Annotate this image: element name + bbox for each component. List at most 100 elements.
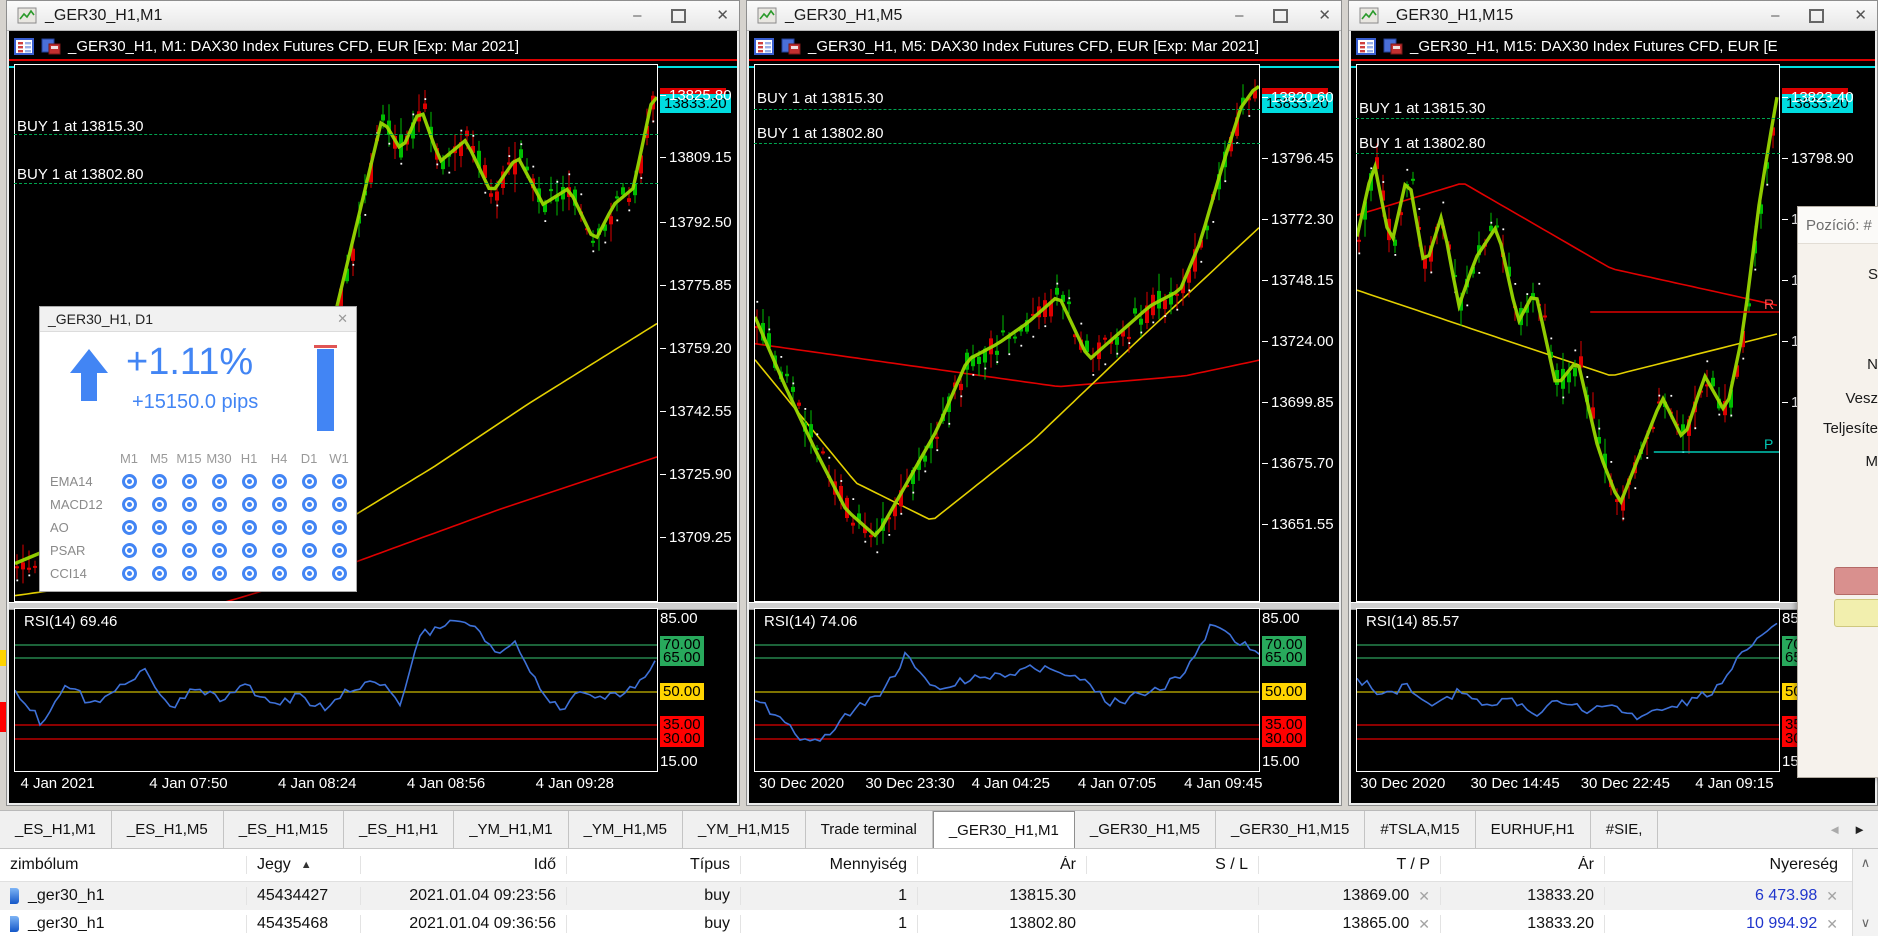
chart-tab[interactable]: _ES_H1,M5 (112, 811, 224, 848)
indicator-list-icon[interactable] (754, 38, 774, 55)
window-titlebar[interactable]: _GER30_H1,M5 – ✕ (747, 1, 1341, 31)
indicator-signal-radio[interactable] (121, 520, 137, 535)
time-axis-label: 4 Jan 09:28 (535, 775, 615, 792)
indicator-signal-radio[interactable] (241, 474, 257, 489)
column-header-stoploss[interactable]: S / L (1086, 856, 1258, 874)
indicator-signal-radio[interactable] (121, 474, 137, 489)
expert-advisor-icon[interactable] (41, 38, 61, 55)
chart-tab[interactable]: EURHUF,H1 (1476, 811, 1591, 848)
indicator-signal-radio[interactable] (301, 474, 317, 489)
column-header-symbol[interactable]: zimbólum (10, 856, 79, 873)
column-header-price[interactable]: Ár (917, 856, 1086, 874)
indicator-signal-radio[interactable] (241, 543, 257, 558)
indicator-list-icon[interactable] (14, 38, 34, 55)
indicator-signal-radio[interactable] (121, 497, 137, 512)
pivot-mark-label: P (1764, 436, 1774, 452)
indicator-signal-radio[interactable] (271, 520, 287, 535)
chart-tab[interactable]: _GER30_H1,M15 (1216, 811, 1366, 848)
position-red-button[interactable] (1834, 567, 1878, 595)
indicator-signal-radio[interactable] (181, 566, 197, 581)
chart-tab[interactable]: #TSLA,M15 (1365, 811, 1476, 848)
indicator-signal-radio[interactable] (181, 497, 197, 512)
chart-tab[interactable]: #SIE, (1591, 811, 1659, 848)
indicator-signal-radio[interactable] (181, 543, 197, 558)
indicator-signal-radio[interactable] (211, 474, 227, 489)
indicator-signal-radio[interactable] (121, 566, 137, 581)
column-header-type[interactable]: Típus (566, 856, 740, 874)
indicator-signal-radio[interactable] (301, 520, 317, 535)
indicator-signal-radio[interactable] (301, 566, 317, 581)
column-header-ticket[interactable]: Jegy ▲ (246, 856, 360, 874)
maximize-button[interactable] (671, 8, 687, 23)
indicator-signal-radio[interactable] (151, 520, 167, 535)
chart-tab[interactable]: _YM_H1,M5 (569, 811, 683, 848)
indicator-signal-radio[interactable] (151, 474, 167, 489)
indicator-signal-radio[interactable] (211, 520, 227, 535)
indicator-signal-radio[interactable] (241, 566, 257, 581)
indicator-signal-radio[interactable] (271, 566, 287, 581)
chart-tab[interactable]: _ES_H1,M1 (0, 811, 112, 848)
indicator-signal-radio[interactable] (271, 543, 287, 558)
chart-tab[interactable]: _GER30_H1,M5 (1075, 811, 1216, 848)
indicator-signal-radio[interactable] (181, 474, 197, 489)
scroll-down-icon[interactable]: ∨ (1860, 915, 1871, 930)
indicator-signal-radio[interactable] (211, 497, 227, 512)
indicator-signal-radio[interactable] (151, 543, 167, 558)
scroll-up-icon[interactable]: ∧ (1860, 855, 1871, 870)
tab-scroll-right-icon[interactable]: ► (1853, 822, 1866, 837)
indicator-signal-radio[interactable] (301, 497, 317, 512)
expert-advisor-icon[interactable] (1383, 38, 1403, 55)
column-header-quantity[interactable]: Mennyiség (740, 856, 917, 874)
chart-tab[interactable]: _YM_H1,M1 (454, 811, 569, 848)
trade-row[interactable]: _ger30_h1 45434427 2021.01.04 09:23:56 buy 1… (0, 882, 1878, 910)
indicator-signal-radio[interactable] (151, 566, 167, 581)
indicator-signal-radio[interactable] (271, 497, 287, 512)
minimize-button[interactable]: – (1235, 7, 1244, 24)
price-tick: 13809.15 (660, 148, 732, 166)
maximize-button[interactable] (1809, 8, 1825, 23)
window-titlebar[interactable]: _GER30_H1,M1 – ✕ (7, 1, 739, 31)
close-button[interactable]: ✕ (1854, 7, 1867, 24)
close-position-button[interactable]: ✕ (1826, 915, 1838, 932)
chart-tab[interactable]: _ES_H1,H1 (344, 811, 455, 848)
indicator-signal-radio[interactable] (181, 520, 197, 535)
window-titlebar[interactable]: _GER30_H1,M15 – ✕ (1349, 1, 1877, 31)
indicator-signal-radio[interactable] (151, 497, 167, 512)
chart-tab[interactable]: _ES_H1,M15 (224, 811, 344, 848)
chart-tab[interactable]: Trade terminal (806, 811, 933, 848)
maximize-button[interactable] (1273, 8, 1289, 23)
column-header-time[interactable]: Idő (360, 856, 566, 874)
indicator-signal-radio[interactable] (121, 543, 137, 558)
column-header-takeprofit[interactable]: T / P (1258, 856, 1440, 874)
indicator-signal-radio[interactable] (241, 497, 257, 512)
indicator-signal-radio[interactable] (241, 520, 257, 535)
indicator-signal-radio[interactable] (211, 566, 227, 581)
indicator-signal-radio[interactable] (301, 543, 317, 558)
chart-tab[interactable]: _YM_H1,M15 (683, 811, 806, 848)
indicator-signal-radio[interactable] (331, 497, 347, 512)
close-button[interactable]: ✕ (1318, 7, 1331, 24)
position-yellow-button[interactable] (1834, 599, 1878, 627)
column-header-current-price[interactable]: Ár (1440, 856, 1604, 874)
signal-panel-titlebar[interactable]: _GER30_H1, D1 ✕ (40, 307, 356, 332)
indicator-signal-radio[interactable] (271, 474, 287, 489)
minimize-button[interactable]: – (1771, 7, 1780, 24)
remove-tp-button[interactable]: ✕ (1418, 915, 1430, 932)
column-header-profit[interactable]: Nyereség (1604, 856, 1878, 874)
indicator-list-icon[interactable] (1356, 38, 1376, 55)
close-button[interactable]: ✕ (716, 7, 729, 24)
trade-row[interactable]: _ger30_h1 45435468 2021.01.04 09:36:56 buy 1… (0, 910, 1878, 936)
indicator-signal-radio[interactable] (211, 543, 227, 558)
indicator-signal-radio[interactable] (331, 566, 347, 581)
indicator-signal-radio[interactable] (331, 474, 347, 489)
indicator-signal-radio[interactable] (331, 543, 347, 558)
minimize-button[interactable]: – (633, 7, 642, 24)
chart-tab[interactable]: _GER30_H1,M1 (932, 811, 1075, 848)
indicator-signal-radio[interactable] (331, 520, 347, 535)
tab-scroll-left-icon[interactable]: ◄ (1828, 822, 1842, 837)
table-scrollbar[interactable]: ∧ ∨ (1852, 849, 1878, 936)
remove-tp-button[interactable]: ✕ (1418, 887, 1430, 904)
signal-panel-close-icon[interactable]: ✕ (337, 311, 348, 326)
close-position-button[interactable]: ✕ (1826, 887, 1838, 904)
expert-advisor-icon[interactable] (781, 38, 801, 55)
